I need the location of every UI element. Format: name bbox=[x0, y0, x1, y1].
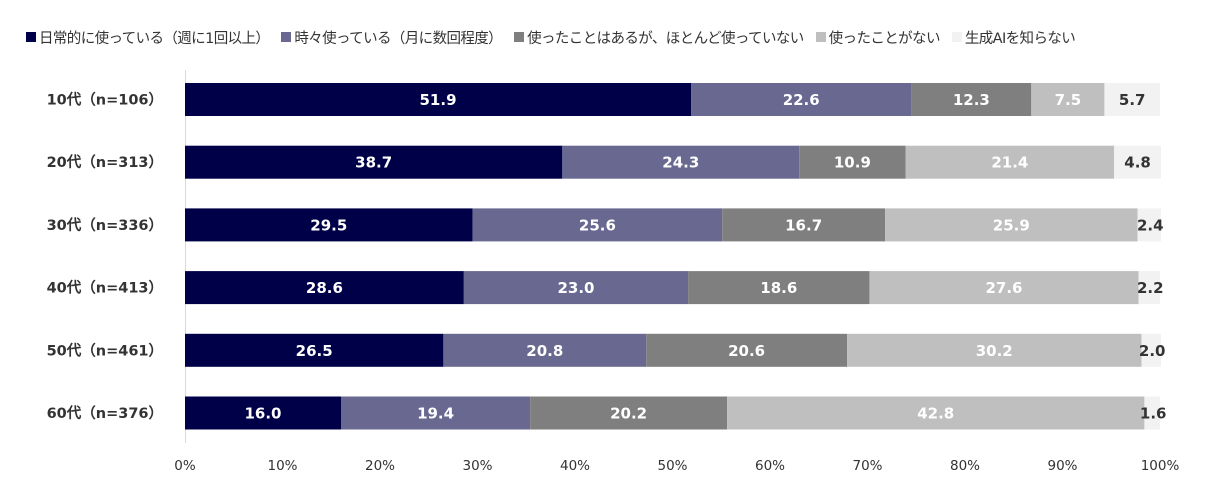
data-label: 16.7 bbox=[785, 216, 822, 234]
legend-swatch bbox=[815, 32, 826, 42]
legend-item: 生成AIを知らない bbox=[951, 27, 1076, 48]
bar-segment bbox=[727, 396, 1145, 430]
data-label: 23.0 bbox=[557, 279, 594, 297]
data-label: 20.2 bbox=[610, 405, 647, 423]
x-tick-label: 40% bbox=[560, 458, 590, 474]
legend-label: 時々使っている（月に数回程度） bbox=[294, 30, 503, 47]
bar-segment bbox=[562, 145, 800, 179]
bar-segment bbox=[443, 333, 647, 367]
bar-segment bbox=[1141, 333, 1161, 367]
x-tick-label: 30% bbox=[462, 458, 492, 474]
data-label: 29.5 bbox=[310, 216, 347, 234]
legend-swatch bbox=[26, 32, 36, 42]
chart-legend: 日常的に使っている（週に1回以上） 時々使っている（月に数回程度） 使ったことはある… bbox=[26, 26, 1087, 48]
bar-segment bbox=[463, 271, 689, 305]
legend-label: 生成AIを知らない bbox=[964, 30, 1076, 47]
data-label: 2.4 bbox=[1137, 216, 1164, 234]
data-label: 28.6 bbox=[306, 279, 343, 297]
x-tick-label: 70% bbox=[852, 458, 882, 474]
bar-segment bbox=[185, 83, 692, 116]
bar-segment bbox=[1137, 208, 1161, 242]
x-tick-label: 0% bbox=[174, 458, 196, 474]
bar-segment bbox=[530, 396, 728, 430]
bar-segment bbox=[341, 396, 531, 430]
bar-segment bbox=[1144, 396, 1160, 430]
x-tick-label: 10% bbox=[267, 458, 297, 474]
x-tick-label: 90% bbox=[1047, 458, 1077, 474]
bar-segment bbox=[185, 396, 341, 430]
category-label: 50代（n=461） bbox=[47, 341, 163, 359]
bar-segment bbox=[885, 208, 1138, 242]
legend-item: 時々使っている（月に数回程度） bbox=[281, 27, 503, 48]
data-label: 4.8 bbox=[1124, 154, 1151, 172]
legend-item: 使ったことがない bbox=[815, 27, 941, 48]
data-label: 10.9 bbox=[834, 154, 871, 172]
legend-item: 日常的に使っている（週に1回以上） bbox=[26, 27, 270, 48]
category-label: 30代（n=336） bbox=[47, 216, 163, 234]
x-tick-label: 60% bbox=[755, 458, 785, 474]
data-label: 51.9 bbox=[420, 91, 457, 109]
data-label: 12.3 bbox=[953, 91, 990, 109]
data-label: 16.0 bbox=[244, 405, 281, 423]
category-label: 10代（n=106） bbox=[47, 91, 163, 109]
data-label: 18.6 bbox=[760, 279, 797, 297]
category-label: 20代（n=313） bbox=[47, 153, 163, 171]
x-tick-label: 80% bbox=[950, 458, 980, 474]
bar-segment bbox=[847, 333, 1142, 367]
data-label: 20.8 bbox=[526, 342, 563, 360]
category-label: 40代（n=413） bbox=[47, 279, 163, 297]
data-label: 20.6 bbox=[728, 342, 765, 360]
bar-segment bbox=[185, 208, 473, 242]
bar-segment bbox=[1104, 83, 1160, 116]
data-label: 25.6 bbox=[579, 216, 616, 234]
bar-segment bbox=[185, 333, 444, 367]
bar-segment bbox=[691, 83, 912, 116]
legend-label: 日常的に使っている（週に1回以上） bbox=[39, 30, 270, 47]
legend-label: 使ったことはあるが、ほとんど使っていない bbox=[527, 30, 804, 47]
bar-segment bbox=[1138, 271, 1160, 305]
bar-segment bbox=[869, 271, 1139, 305]
legend-swatch bbox=[951, 32, 962, 42]
bar-segment bbox=[1114, 145, 1161, 179]
bar-segment bbox=[722, 208, 886, 242]
bar-segment bbox=[646, 333, 848, 367]
data-label: 22.6 bbox=[783, 91, 820, 109]
data-label: 24.3 bbox=[662, 154, 699, 172]
data-label: 1.6 bbox=[1140, 405, 1167, 423]
bar-segment bbox=[185, 271, 464, 305]
bar-segment bbox=[185, 145, 563, 179]
data-label: 30.2 bbox=[976, 342, 1013, 360]
bar-segment bbox=[799, 145, 906, 179]
bar-segment bbox=[472, 208, 723, 242]
x-tick-label: 100% bbox=[1141, 458, 1180, 474]
data-label: 2.0 bbox=[1139, 342, 1166, 360]
legend-swatch bbox=[514, 32, 525, 42]
bar-segment bbox=[911, 83, 1032, 116]
data-label: 25.9 bbox=[993, 216, 1030, 234]
x-tick-label: 20% bbox=[365, 458, 395, 474]
category-label: 60代（n=376） bbox=[47, 404, 163, 422]
data-label: 5.7 bbox=[1119, 91, 1146, 109]
legend-label: 使ったことがない bbox=[828, 30, 941, 47]
data-label: 7.5 bbox=[1055, 91, 1082, 109]
legend-item: 使ったことはあるが、ほとんど使っていない bbox=[514, 27, 804, 48]
legend-swatch bbox=[281, 32, 292, 42]
bar-segment bbox=[1031, 83, 1105, 116]
bar-segment bbox=[905, 145, 1115, 179]
data-label: 21.4 bbox=[991, 154, 1028, 172]
data-label: 26.5 bbox=[296, 342, 333, 360]
data-label: 42.8 bbox=[917, 405, 954, 423]
bar-segment bbox=[688, 271, 870, 305]
data-label: 38.7 bbox=[355, 154, 392, 172]
data-label: 27.6 bbox=[985, 279, 1022, 297]
data-label: 19.4 bbox=[417, 405, 454, 423]
x-tick-label: 50% bbox=[657, 458, 687, 474]
data-label: 2.2 bbox=[1137, 279, 1164, 297]
